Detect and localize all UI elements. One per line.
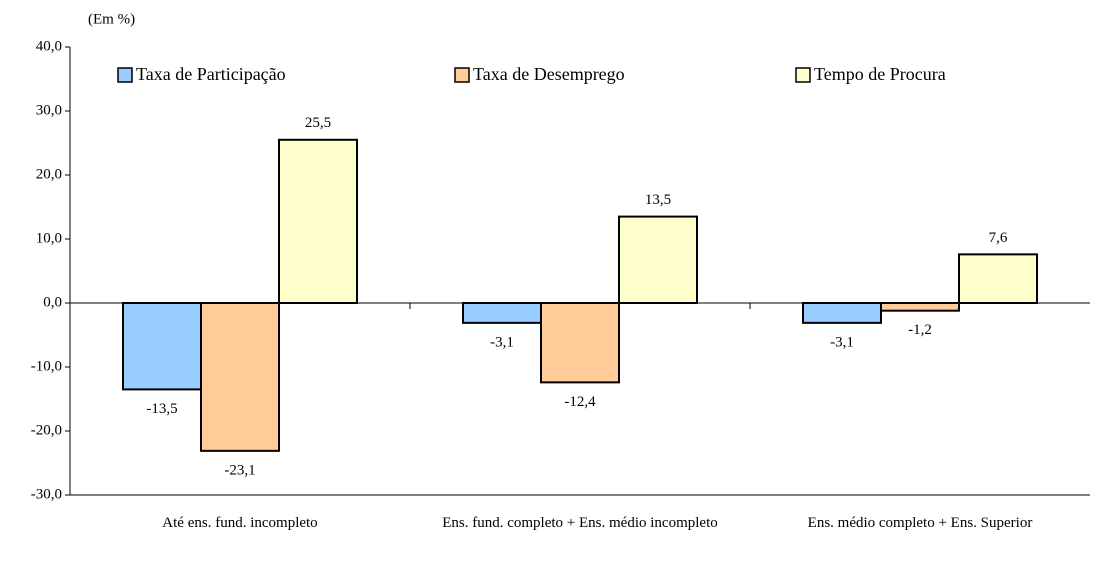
value-label: -3,1 — [490, 334, 514, 350]
legend-swatch — [454, 67, 470, 83]
x-tick-label: Até ens. fund. incompleto — [162, 515, 318, 531]
x-tick-label: Ens. médio completo + Ens. Superior — [807, 515, 1033, 531]
y-tick-label: -30,0 — [31, 486, 62, 502]
y-tick-label: 10,0 — [36, 230, 62, 246]
legend-label: Taxa de Desemprego — [473, 64, 625, 84]
value-label: -13,5 — [146, 401, 177, 417]
bar — [462, 302, 542, 324]
bar — [278, 138, 358, 304]
bar — [802, 302, 882, 324]
legend-label: Tempo de Procura — [814, 64, 946, 84]
bar — [200, 302, 280, 452]
legend-swatch — [117, 67, 133, 83]
value-label: 13,5 — [645, 192, 671, 208]
bar — [122, 302, 202, 391]
bar — [880, 302, 960, 312]
value-label: 25,5 — [305, 115, 331, 131]
bar — [958, 253, 1038, 304]
y-tick-label: -10,0 — [31, 358, 62, 374]
value-label: -12,4 — [564, 394, 596, 410]
y-tick-label: 20,0 — [36, 166, 62, 182]
y-tick-label: 40,0 — [36, 38, 62, 54]
value-label: -1,2 — [908, 322, 932, 338]
value-label: 7,6 — [989, 230, 1008, 246]
legend-label: Taxa de Participação — [136, 64, 286, 84]
y-tick-label: -20,0 — [31, 422, 62, 438]
y-unit-label: (Em %) — [88, 11, 135, 27]
y-tick-label: 30,0 — [36, 102, 62, 118]
bar — [540, 302, 620, 384]
value-label: -3,1 — [830, 334, 854, 350]
bar — [618, 215, 698, 305]
value-label: -23,1 — [224, 462, 255, 478]
x-tick-label: Ens. fund. completo + Ens. médio incompl… — [442, 515, 718, 531]
legend-swatch — [795, 67, 811, 83]
y-tick-label: 0,0 — [43, 294, 62, 310]
